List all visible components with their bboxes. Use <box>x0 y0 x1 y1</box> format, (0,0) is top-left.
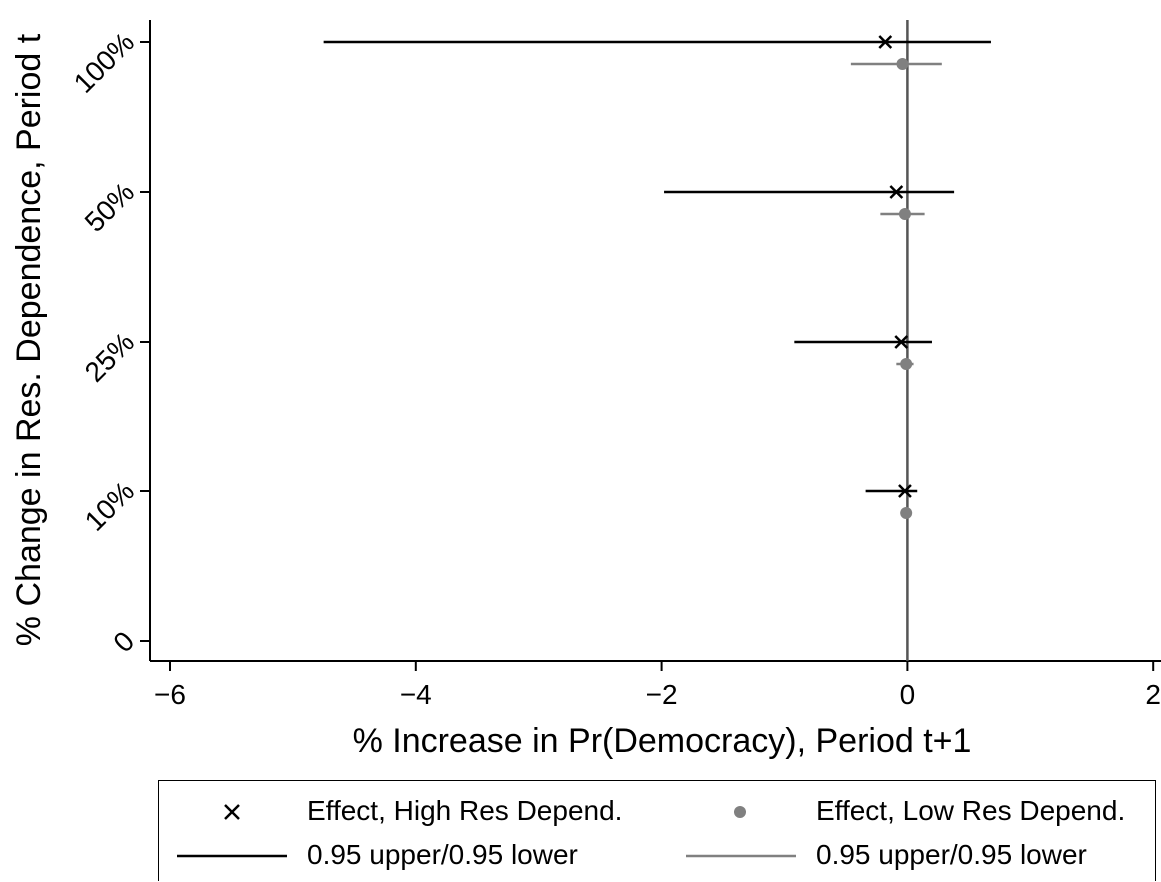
legend-label-low-ci: 0.95 upper/0.95 lower <box>816 839 1087 871</box>
y-tick-label: 100% <box>68 26 141 99</box>
y-axis-label: % Change in Res. Dependence, Period t <box>10 33 48 646</box>
circle-marker <box>900 358 912 370</box>
legend-x-marker <box>225 805 239 819</box>
x-axis-ticks: −6 −4 −2 0 2 <box>154 661 1161 710</box>
x-tick-label: −6 <box>154 679 186 710</box>
y-tick-label: 50% <box>79 176 141 238</box>
x-tick-label: 0 <box>900 679 916 710</box>
legend-label-high-ci: 0.95 upper/0.95 lower <box>307 839 578 871</box>
y-tick-label: 0 <box>107 625 140 658</box>
y-tick-label: 25% <box>79 326 141 388</box>
y-tick-label: 10% <box>79 475 141 537</box>
x-tick-label: −2 <box>646 679 678 710</box>
legend-label-high: Effect, High Res Depend. <box>307 795 622 827</box>
circle-marker <box>899 208 911 220</box>
series-high-res-depend <box>324 36 991 497</box>
y-axis-ticks: 0 10% 25% 50% 100% <box>68 26 150 658</box>
legend-circle-marker <box>734 806 746 818</box>
x-tick-label: −4 <box>400 679 432 710</box>
circle-marker <box>900 507 912 519</box>
circle-marker <box>896 58 908 70</box>
x-axis-label: % Increase in Pr(Democracy), Period t+1 <box>353 722 972 760</box>
legend-label-low: Effect, Low Res Depend. <box>816 795 1125 827</box>
series-layer <box>324 36 991 519</box>
x-tick-label: 2 <box>1145 679 1161 710</box>
plot-axes <box>150 20 1161 661</box>
series-low-res-depend <box>851 58 942 519</box>
legend: Effect, High Res Depend. Effect, Low Res… <box>158 780 1156 881</box>
